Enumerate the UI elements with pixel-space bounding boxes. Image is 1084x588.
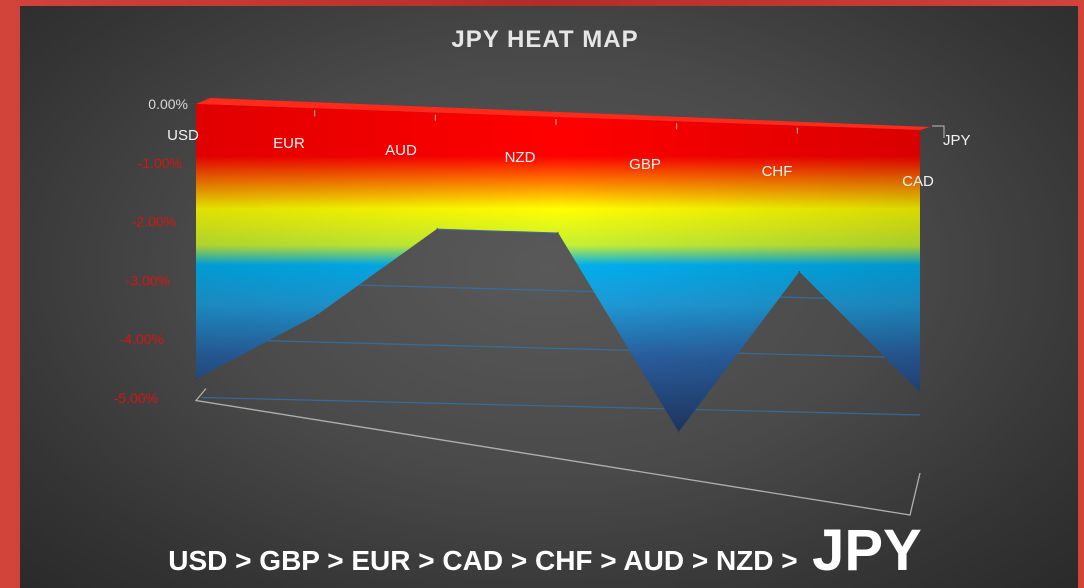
gridline xyxy=(202,398,920,416)
ranking-text: USD > GBP > EUR > CAD > CHF > AUD > NZD … xyxy=(168,518,921,583)
x-tick-label: NZD xyxy=(505,149,536,166)
y-tick-label: -2.00% xyxy=(132,214,176,230)
x-tick-label: CHF xyxy=(762,163,793,180)
x-tick-label: AUD xyxy=(385,142,417,159)
y-tick-label: 0.00% xyxy=(148,96,188,112)
y-tick-label: -4.00% xyxy=(120,331,164,347)
data-point xyxy=(316,314,318,316)
x-tick-label: CAD xyxy=(902,173,934,190)
y-tick-label: -3.00% xyxy=(126,272,170,288)
data-point xyxy=(195,378,197,380)
floor-edge xyxy=(196,389,920,516)
x-tick-label: EUR xyxy=(273,135,305,152)
chart-panel: JPY HEAT MAP 0.00% -1.00% -2.00% -3.00% -4.0… xyxy=(20,6,1078,588)
data-point xyxy=(919,391,921,393)
data-point xyxy=(799,271,801,273)
ranking-sequence: USD > GBP > EUR > CAD > CHF > AUD > NZD … xyxy=(168,545,797,576)
gridline xyxy=(202,339,920,358)
heat-map-chart: JPY HEAT MAP 0.00% -1.00% -2.00% -3.00% -4.0… xyxy=(20,6,1078,588)
y-tick-label: -1.00% xyxy=(138,155,182,171)
chart-title: JPY HEAT MAP xyxy=(451,26,638,53)
series-area-shade xyxy=(196,104,920,432)
series-area xyxy=(195,98,930,433)
data-point xyxy=(557,232,559,234)
x-tick-label: USD xyxy=(167,127,199,144)
data-point xyxy=(437,228,439,230)
depth-axis-label: JPY xyxy=(943,132,971,149)
chart-floor xyxy=(196,389,920,516)
y-tick-label: -5.00% xyxy=(114,390,158,406)
data-point xyxy=(678,431,680,433)
ranking-currency: JPY xyxy=(812,518,922,583)
x-tick-label: GBP xyxy=(629,156,661,173)
